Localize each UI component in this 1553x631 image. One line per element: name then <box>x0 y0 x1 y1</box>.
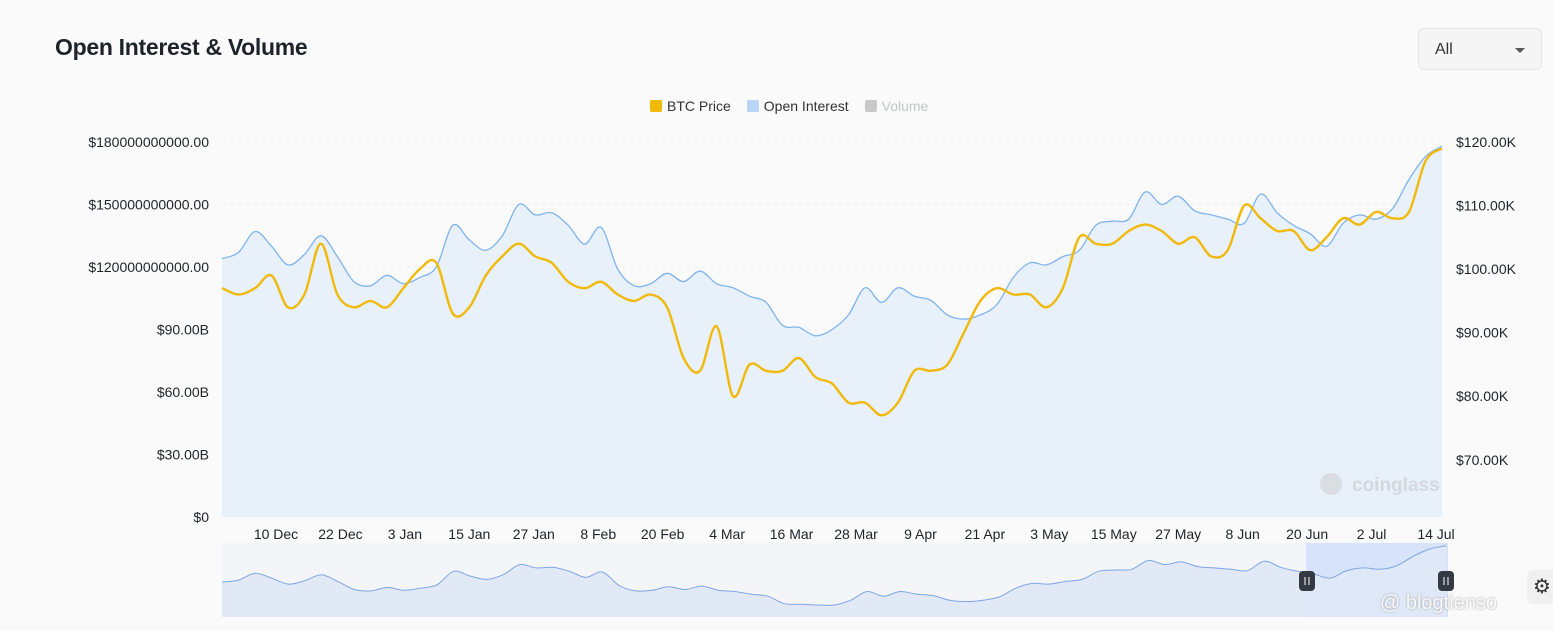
coinglass-logo-icon <box>1320 473 1342 495</box>
y-left-tick-label: $180000000000.00 <box>88 134 209 150</box>
x-tick-label: 3 Jan <box>388 526 422 542</box>
y-right-tick-label: $70.00K <box>1456 452 1509 468</box>
legend-label-open-interest: Open Interest <box>763 98 849 114</box>
x-tick-label: 2 Jul <box>1357 526 1387 542</box>
x-tick-label: 8 Feb <box>580 526 616 542</box>
legend-item-open-interest[interactable]: Open Interest <box>746 98 849 114</box>
x-tick-label: 15 Jan <box>448 526 490 542</box>
x-tick-label: 4 Mar <box>709 526 745 542</box>
y-left-tick-label: $60.00B <box>157 384 209 400</box>
legend-label-btc-price: BTC Price <box>667 98 731 114</box>
y-left-tick-label: $0 <box>193 509 209 525</box>
x-tick-label: 28 Mar <box>834 526 878 542</box>
open-interest-area <box>222 146 1442 517</box>
range-select[interactable]: All <box>1418 28 1542 70</box>
y-right-tick-label: $80.00K <box>1456 388 1509 404</box>
y-right-tick-label: $120.00K <box>1456 134 1517 150</box>
navigator-handle-right[interactable] <box>1438 571 1454 591</box>
legend-swatch-volume <box>864 100 877 112</box>
chevron-down-icon <box>1515 48 1525 53</box>
x-tick-label: 14 Jul <box>1417 526 1454 542</box>
legend-item-btc-price[interactable]: BTC Price <box>650 98 731 114</box>
navigator-area <box>222 545 1446 617</box>
page-title: Open Interest & Volume <box>55 34 308 60</box>
legend-label-volume: Volume <box>881 98 929 114</box>
x-tick-label: 9 Apr <box>904 526 937 542</box>
x-tick-label: 15 May <box>1091 526 1137 542</box>
y-left-tick-label: $90.00B <box>157 322 209 338</box>
x-tick-label: 22 Dec <box>318 526 362 542</box>
x-tick-label: 27 May <box>1155 526 1201 542</box>
x-tick-label: 8 Jun <box>1226 526 1260 542</box>
y-right-tick-label: $90.00K <box>1456 325 1509 341</box>
y-left-tick-label: $30.00B <box>157 447 209 463</box>
y-left-tick-label: $150000000000.00 <box>88 197 209 213</box>
open-interest-line <box>221 145 1443 337</box>
y-left-tick-label: $120000000000.00 <box>88 259 209 275</box>
legend-swatch-btc-price <box>650 100 662 112</box>
x-tick-label: 20 Feb <box>641 526 685 542</box>
x-tick-label: 21 Apr <box>965 526 1006 542</box>
x-tick-label: 3 May <box>1030 526 1068 542</box>
coinglass-watermark: coinglass <box>1352 475 1440 496</box>
x-tick-label: 10 Dec <box>254 526 298 542</box>
watermark-overlay: @ blogtienso <box>1380 592 1498 614</box>
x-tick-label: 16 Mar <box>770 526 814 542</box>
settings-gear-icon[interactable]: ⚙ <box>1527 570 1553 604</box>
x-tick-label: 27 Jan <box>513 526 555 542</box>
x-tick-label: 20 Jun <box>1286 526 1328 542</box>
legend-item-volume[interactable]: Volume <box>864 98 929 114</box>
btc-price-line <box>221 147 1443 417</box>
y-right-tick-label: $100.00K <box>1456 261 1517 277</box>
navigator-line <box>221 545 1447 606</box>
y-right-tick-label: $110.00K <box>1456 198 1516 214</box>
chart-legend: BTC Price Open Interest Volume <box>650 98 928 114</box>
navigator-handle-left[interactable] <box>1299 571 1315 591</box>
range-select-value: All <box>1435 41 1453 58</box>
legend-swatch-open-interest <box>746 100 759 112</box>
